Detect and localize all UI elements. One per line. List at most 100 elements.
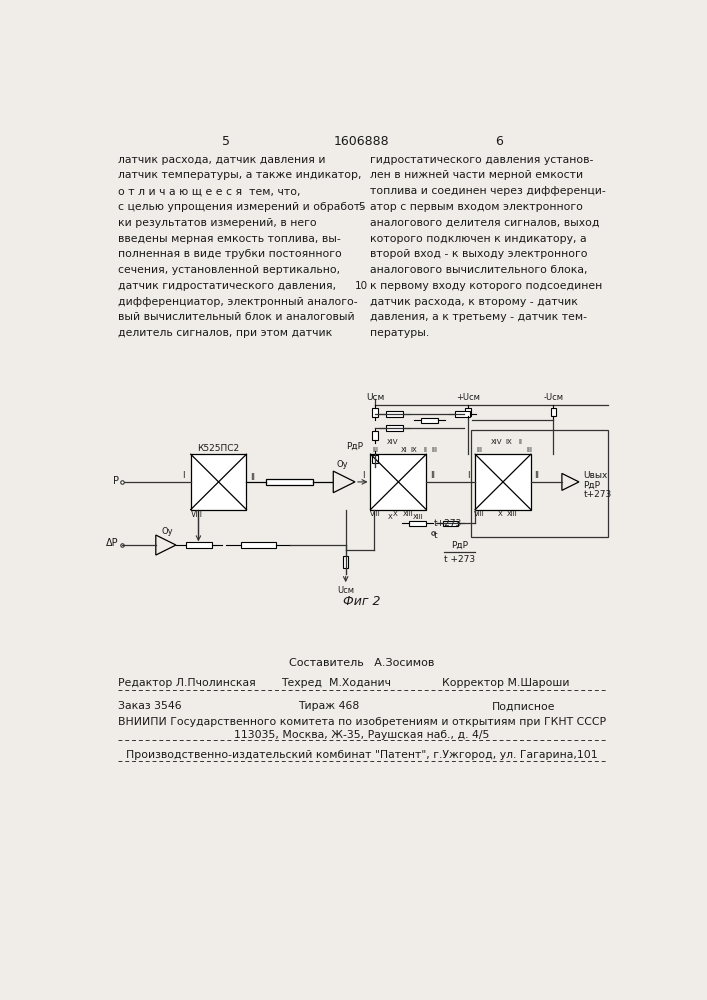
Text: I: I [182,471,185,480]
Text: XIV: XIV [491,439,503,445]
Text: лен в нижней части мерной емкости: лен в нижней части мерной емкости [370,170,583,180]
Bar [343,556,349,568]
Text: XIV: XIV [387,439,398,445]
Text: t+273: t+273 [583,490,612,499]
Text: аналогового делителя сигналов, выход: аналогового делителя сигналов, выход [370,218,600,228]
Text: X: X [498,511,502,517]
Bar [187,542,212,548]
Text: Uвых: Uвых [583,471,608,480]
Text: Uсм: Uсм [337,586,354,595]
Bar [475,454,531,510]
Bar [240,542,276,548]
Text: Тираж 468: Тираж 468 [298,701,359,711]
Text: РдР: РдР [451,541,468,550]
Bar [373,431,378,440]
Bar [421,418,438,423]
Text: ки результатов измерений, в него: ки результатов измерений, в него [118,218,317,228]
Text: аналогового вычислительного блока,: аналогового вычислительного блока, [370,265,588,275]
Bar [443,521,458,526]
Text: полненная в виде трубки постоянного: полненная в виде трубки постоянного [118,249,341,259]
Text: латчик температуры, а также индикатор,: латчик температуры, а также индикатор, [118,170,361,180]
Text: 113035, Москва, Ж-35, Раушская наб., д. 4/5: 113035, Москва, Ж-35, Раушская наб., д. … [234,730,490,740]
Text: II: II [423,447,428,453]
Bar [191,454,247,510]
Text: -Uсм: -Uсм [544,393,563,402]
Bar [373,408,378,417]
Text: VIII: VIII [474,511,485,517]
Bar [373,455,378,463]
Text: атор с первым входом электронного: атор с первым входом электронного [370,202,583,212]
Text: РдР: РдР [583,480,601,489]
Text: Техред  М.Ходанич: Техред М.Ходанич [281,678,390,688]
Text: t +273: t +273 [444,555,475,564]
Text: II: II [250,473,255,482]
Text: Составитель   А.Зосимов: Составитель А.Зосимов [289,658,435,668]
Bar [455,411,469,417]
Text: РдР: РдР [346,442,363,451]
Text: IX: IX [411,447,417,453]
Bar [386,425,403,431]
Text: Подписное: Подписное [491,701,555,711]
Text: вый вычислительный блок и аналоговый: вый вычислительный блок и аналоговый [118,312,354,322]
Text: I: I [467,471,469,480]
Text: второй вход - к выходу электронного: второй вход - к выходу электронного [370,249,588,259]
Text: III: III [477,447,483,453]
Bar [386,411,403,417]
Text: XIII: XIII [507,511,518,517]
Text: Фиг 2: Фиг 2 [343,595,380,608]
Text: латчик расхода, датчик давления и: латчик расхода, датчик давления и [118,155,325,165]
Text: Заказ 3546: Заказ 3546 [118,701,182,711]
Text: пературы.: пературы. [370,328,429,338]
Text: IX: IX [506,439,513,445]
Text: Uсм: Uсм [366,393,385,402]
Text: Производственно-издательский комбинат "Патент", г.Ужгород, ул. Гагарина,101: Производственно-издательский комбинат "П… [126,750,597,760]
Text: t: t [434,531,438,540]
Text: ΔP: ΔP [106,538,119,548]
Text: III: III [526,447,532,453]
Text: P: P [112,476,119,486]
Text: VIII: VIII [370,511,380,517]
Bar [370,454,426,510]
Text: датчик расхода, к второму - датчик: датчик расхода, к второму - датчик [370,297,578,307]
Text: которого подключен к индикатору, а: которого подключен к индикатору, а [370,234,586,244]
Text: +Uсм: +Uсм [456,393,480,402]
Bar [465,408,471,416]
Text: I: I [362,471,365,480]
Text: X: X [393,511,397,517]
Text: сечения, установленной вертикально,: сечения, установленной вертикально, [118,265,340,275]
Text: датчик гидростатического давления,: датчик гидростатического давления, [118,281,336,291]
Text: гидростатического давления установ-: гидростатического давления установ- [370,155,593,165]
Text: III: III [431,447,437,453]
Text: III: III [372,447,378,453]
Text: К525ПС2: К525ПС2 [197,444,240,453]
Bar [266,479,312,485]
Bar [472,430,607,537]
Text: VIII: VIII [191,510,203,519]
Text: топлива и соединен через дифференци-: топлива и соединен через дифференци- [370,186,605,196]
Text: XIII: XIII [402,511,413,517]
Bar [409,521,426,526]
Text: с целью упрощения измерений и обработ-: с целью упрощения измерений и обработ- [118,202,364,212]
Text: о т л и ч а ю щ е е с я  тем, что,: о т л и ч а ю щ е е с я тем, что, [118,186,300,196]
Text: введены мерная емкость топлива, вы-: введены мерная емкость топлива, вы- [118,234,341,244]
Text: Редактор Л.Пчолинская: Редактор Л.Пчолинская [118,678,255,688]
Text: II: II [518,439,522,445]
Bar [551,408,556,416]
Text: дифференциатор, электронный аналого-: дифференциатор, электронный аналого- [118,297,358,307]
Text: X: X [388,514,393,520]
Text: XI: XI [401,447,408,453]
Text: 6: 6 [495,135,503,148]
Text: Оу: Оу [162,527,173,536]
Text: II: II [430,471,435,480]
Text: ВНИИПИ Государственного комитета по изобретениям и открытиям при ГКНТ СССР: ВНИИПИ Государственного комитета по изоб… [118,717,606,727]
Text: 10: 10 [355,281,368,291]
Text: 5: 5 [358,202,365,212]
Text: II: II [534,471,539,480]
Text: давления, а к третьему - датчик тем-: давления, а к третьему - датчик тем- [370,312,587,322]
Text: делитель сигналов, при этом датчик: делитель сигналов, при этом датчик [118,328,332,338]
Text: Оу: Оу [337,460,349,469]
Text: XIII: XIII [412,514,423,520]
Text: Корректор М.Шароши: Корректор М.Шароши [442,678,569,688]
Text: 1606888: 1606888 [334,135,390,148]
Text: 5: 5 [221,135,230,148]
